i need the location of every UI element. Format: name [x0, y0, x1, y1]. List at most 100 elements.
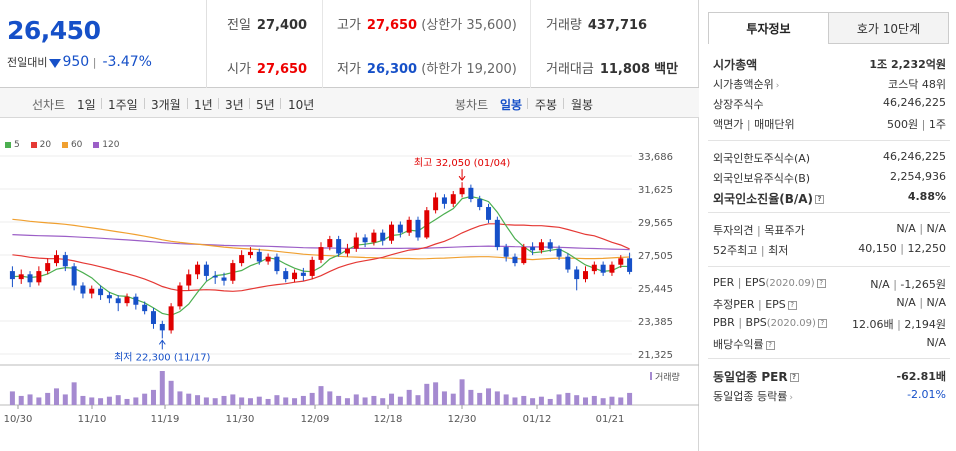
quote-header: 26,450 전일대비 950 | -3.47% 전일 27,400 고가 27,650…	[0, 0, 699, 88]
period-1w[interactable]: 1주일	[108, 98, 138, 112]
candle-body	[115, 298, 121, 304]
volume-bar	[80, 395, 86, 405]
volume-bar	[512, 397, 518, 405]
ma20-line	[12, 223, 630, 292]
volume-bar	[71, 382, 77, 405]
help-icon: ?	[765, 340, 775, 350]
candle-body	[300, 272, 306, 276]
volume-bar	[618, 397, 624, 405]
volume-bar	[565, 392, 571, 405]
volume-bar	[591, 395, 597, 405]
volume-bar	[380, 398, 386, 405]
candle-body	[203, 264, 209, 276]
volume-bar	[459, 379, 465, 405]
volume-bar	[62, 394, 68, 405]
candle-body	[336, 239, 342, 254]
period-10y[interactable]: 10년	[288, 98, 315, 112]
candle-daily[interactable]: 일봉	[500, 98, 523, 112]
candle-body	[80, 285, 86, 294]
volume-bar	[265, 398, 271, 405]
volume-bar	[486, 388, 492, 405]
candle-body	[538, 242, 544, 251]
volume-bar	[159, 371, 165, 405]
row-sector-rate[interactable]: 동일업종 등락률 › -2.01%	[713, 388, 946, 403]
line-chart-label: 선차트	[32, 98, 66, 112]
volume-bar	[556, 394, 562, 405]
x-tick-label: 10/30	[4, 414, 33, 425]
candle-body	[71, 266, 77, 286]
volume-bar	[195, 395, 201, 405]
volume-bar	[309, 392, 315, 405]
candle-body	[609, 264, 615, 273]
legend-ma5: 5	[5, 140, 20, 150]
candle-body	[327, 239, 333, 248]
info-tabs: 투자정보 호가 10단계	[708, 12, 950, 44]
row-foreign-hold: 외국인보유주식수(B) 2,254,936	[713, 170, 946, 185]
volume-bar	[538, 396, 544, 405]
x-tick-label: 12/09	[301, 414, 330, 425]
y-tick-label: 23,385	[638, 317, 673, 328]
row-market-cap: 시가총액 1조 2,232억원	[713, 58, 946, 72]
volume-bar	[142, 393, 148, 405]
period-3y[interactable]: 3년	[225, 98, 244, 112]
period-1d[interactable]: 1일	[77, 98, 96, 112]
candle-body	[256, 251, 262, 262]
candle-body	[124, 296, 130, 304]
candle-body	[468, 187, 474, 200]
x-tick-label: 11/30	[226, 414, 255, 425]
price-chart[interactable]: 33,686 31,625 29,565 27,505 25,445 23,385 21,3…	[0, 0, 699, 451]
volume-legend-label: 거래량	[655, 371, 680, 383]
candle-body	[565, 256, 571, 270]
volume-bar	[609, 396, 615, 405]
candle-body	[186, 274, 192, 286]
stat-high: 고가 27,650 (상한가 35,600)	[337, 18, 517, 33]
candle-body	[45, 263, 51, 272]
x-tick-label: 11/10	[78, 414, 107, 425]
y-tick-label: 33,686	[638, 152, 673, 163]
period-5y[interactable]: 5년	[256, 98, 275, 112]
help-icon: ?	[815, 195, 825, 204]
volume-bar	[239, 397, 245, 405]
candle-monthly[interactable]: 월봉	[571, 98, 594, 112]
volume-bar	[353, 394, 359, 405]
volume-bar	[300, 395, 306, 405]
candle-body	[27, 274, 33, 283]
candle-body	[9, 271, 15, 280]
candle-body	[362, 237, 368, 243]
candle-body	[62, 255, 68, 267]
candle-body	[239, 255, 245, 264]
candle-weekly[interactable]: 주봉	[535, 98, 558, 112]
help-icon: ?	[787, 300, 797, 310]
candle-body	[221, 277, 227, 281]
candle-body	[195, 264, 201, 275]
down-triangle-icon	[49, 58, 62, 68]
volume-bar	[98, 398, 104, 405]
y-tick-label: 31,625	[638, 185, 673, 196]
tab-investment-info[interactable]: 투자정보	[708, 12, 829, 44]
candle-body	[318, 247, 324, 260]
row-cap-rank[interactable]: 시가총액순위 › 코스닥 48위	[713, 78, 946, 91]
candle-body	[142, 304, 148, 312]
volume-bar	[115, 395, 121, 405]
period-3m[interactable]: 3개월	[151, 98, 181, 112]
row-foreign-ratio: 외국인소진율(B/A)? 4.88%	[713, 190, 946, 206]
candle-body	[556, 248, 562, 257]
volume-bar	[494, 391, 500, 405]
candle-body	[168, 306, 174, 331]
candle-body	[494, 219, 500, 248]
candle-body	[230, 263, 236, 281]
tab-orderbook[interactable]: 호가 10단계	[828, 12, 949, 44]
legend-ma120: 120	[93, 140, 119, 150]
row-shares: 상장주식수 46,246,225	[713, 96, 946, 111]
volume-bar	[371, 395, 377, 405]
period-1y[interactable]: 1년	[194, 98, 213, 112]
chart-toolbar: 선차트 1일 1주일 3개월 1년 3년 5년 10년 봉차트 일봉 주봉 월봉	[0, 88, 699, 118]
volume-bar	[230, 394, 236, 405]
volume-bar	[441, 391, 447, 405]
volume-legend-swatch	[650, 372, 652, 380]
volume-bar	[186, 393, 192, 405]
candle-body	[450, 194, 456, 204]
candle-body	[503, 247, 509, 257]
candle-body	[547, 242, 553, 249]
chevron-right-icon: ›	[775, 81, 780, 91]
